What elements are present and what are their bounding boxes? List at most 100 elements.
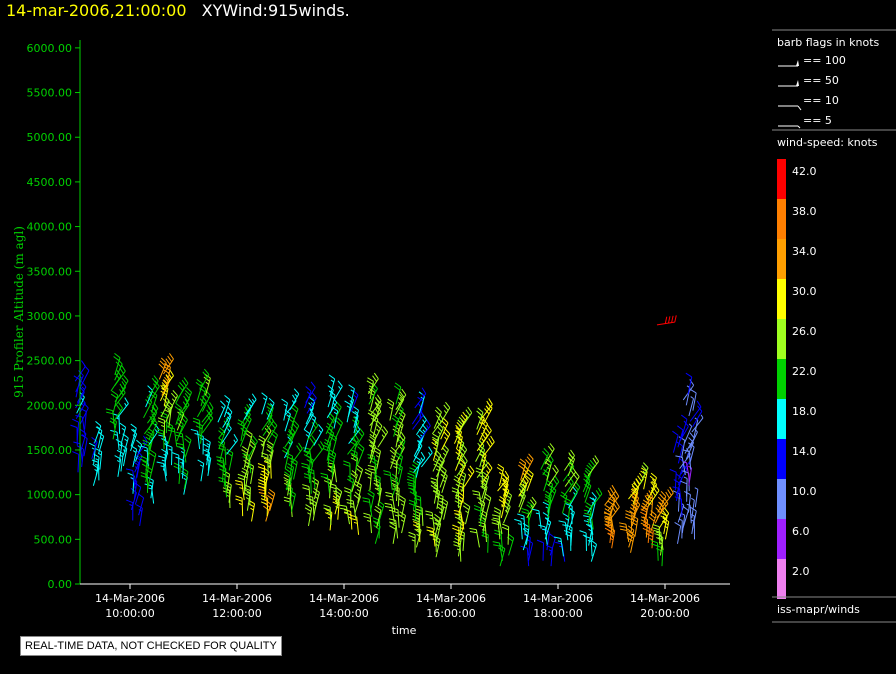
wind-barb (332, 401, 342, 424)
y-tick-label: 0.00 (48, 578, 73, 591)
wind-barb (112, 402, 123, 424)
y-tick-label: 5000.00 (27, 131, 73, 144)
wind-barb (226, 434, 239, 455)
wind-barb (289, 388, 300, 410)
wind-barb (76, 381, 87, 403)
wind-barb (457, 411, 468, 434)
wind-barb (73, 441, 83, 462)
wind-barb (95, 448, 103, 470)
wind-barb (143, 396, 153, 419)
wind-barb (366, 377, 374, 400)
wind-barb (389, 446, 397, 469)
wind-barb (347, 433, 359, 455)
wind-barb (517, 458, 527, 481)
wind-barb (350, 389, 359, 412)
wind-barb (430, 481, 439, 504)
wind-barb (370, 394, 382, 416)
wind-barb (235, 480, 245, 501)
wind-barb (331, 406, 339, 429)
wind-barb (286, 463, 295, 485)
wind-barb (216, 456, 227, 476)
wind-barb (560, 491, 568, 514)
wind-barb (383, 470, 393, 491)
wind-barb (225, 448, 234, 471)
wind-barb (462, 502, 471, 525)
wind-barb (494, 529, 503, 551)
wind-barb (434, 423, 444, 445)
wind-barb (261, 409, 273, 431)
wind-barb (440, 401, 451, 424)
wind-barb (522, 528, 530, 551)
barb-legend-entry: == 5 (778, 114, 832, 129)
plot-area (70, 315, 704, 567)
wind-barb (237, 473, 246, 495)
wind-barb (520, 545, 530, 567)
wind-barb (689, 388, 697, 411)
wind-barb (136, 504, 143, 526)
wind-barb (204, 438, 211, 460)
legend-panel: barb flags in knots == 100 == 50 == 10 == 5… (772, 29, 896, 623)
wind-barb (433, 513, 441, 536)
wind-barb (504, 490, 512, 513)
wind-barb (134, 450, 143, 473)
wind-barb (306, 392, 317, 414)
y-tick-label: 500.00 (34, 533, 73, 546)
wind-barb (190, 428, 201, 450)
wind-barb (452, 524, 460, 546)
x-tick-date: 14-Mar-2006 (309, 592, 379, 605)
wind-barb (419, 419, 431, 441)
wind-barb (92, 453, 100, 476)
wind-barb (688, 396, 695, 417)
wind-barb (328, 374, 336, 397)
wind-barb (148, 375, 159, 397)
wind-barb (241, 446, 249, 468)
y-tick-label: 3500.00 (27, 265, 73, 278)
wind-barb (481, 398, 493, 419)
x-tick-date: 14-Mar-2006 (95, 592, 165, 605)
wind-barb (355, 464, 364, 487)
wind-barb (346, 498, 357, 519)
wind-barb (116, 397, 129, 419)
wind-barb (195, 422, 204, 444)
wind-barb (585, 459, 596, 482)
wind-barb (389, 522, 397, 544)
wind-barb (584, 480, 592, 503)
wind-barb (201, 401, 214, 423)
wind-barb (80, 434, 88, 457)
color-scale-label: 42.0 (792, 165, 817, 178)
x-tick-time: 14:00:00 (319, 607, 368, 620)
wind-barb (312, 441, 325, 462)
y-tick-label: 2500.00 (27, 355, 73, 368)
color-scale-label: 6.0 (792, 525, 810, 538)
wind-barb (563, 530, 572, 551)
wind-barb (649, 472, 657, 495)
y-ticks: 0.00 500.00 1000.00 1500.00 2000.00 2500.00 30… (27, 42, 80, 591)
wind-barb (137, 493, 145, 516)
wind-barb (517, 513, 526, 534)
wind-barb (538, 524, 548, 545)
x-tick-time: 16:00:00 (426, 607, 475, 620)
wind-barb (563, 449, 575, 471)
wind-barb (501, 523, 510, 545)
wind-barb (367, 372, 379, 394)
wind-barb (305, 381, 316, 403)
wind-barb (544, 443, 555, 465)
wind-barb (343, 460, 351, 482)
wind-barb (398, 495, 406, 518)
y-axis-label: 915 Profiler Altitude (m agl) (12, 226, 26, 398)
wind-barb (540, 448, 550, 470)
wind-barb (301, 462, 311, 484)
wind-barb (642, 521, 651, 543)
wind-barb (607, 494, 616, 517)
wind-barb (675, 455, 686, 476)
wind-barb (311, 477, 320, 500)
wind-barb (344, 487, 352, 509)
wind-barb (390, 473, 399, 496)
wind-barb (320, 472, 330, 493)
wind-barb (168, 390, 178, 412)
wind-barb (480, 509, 488, 532)
wind-barb (140, 455, 148, 477)
wind-barb (175, 382, 185, 404)
product-name: XYWind:915winds. (201, 1, 350, 20)
